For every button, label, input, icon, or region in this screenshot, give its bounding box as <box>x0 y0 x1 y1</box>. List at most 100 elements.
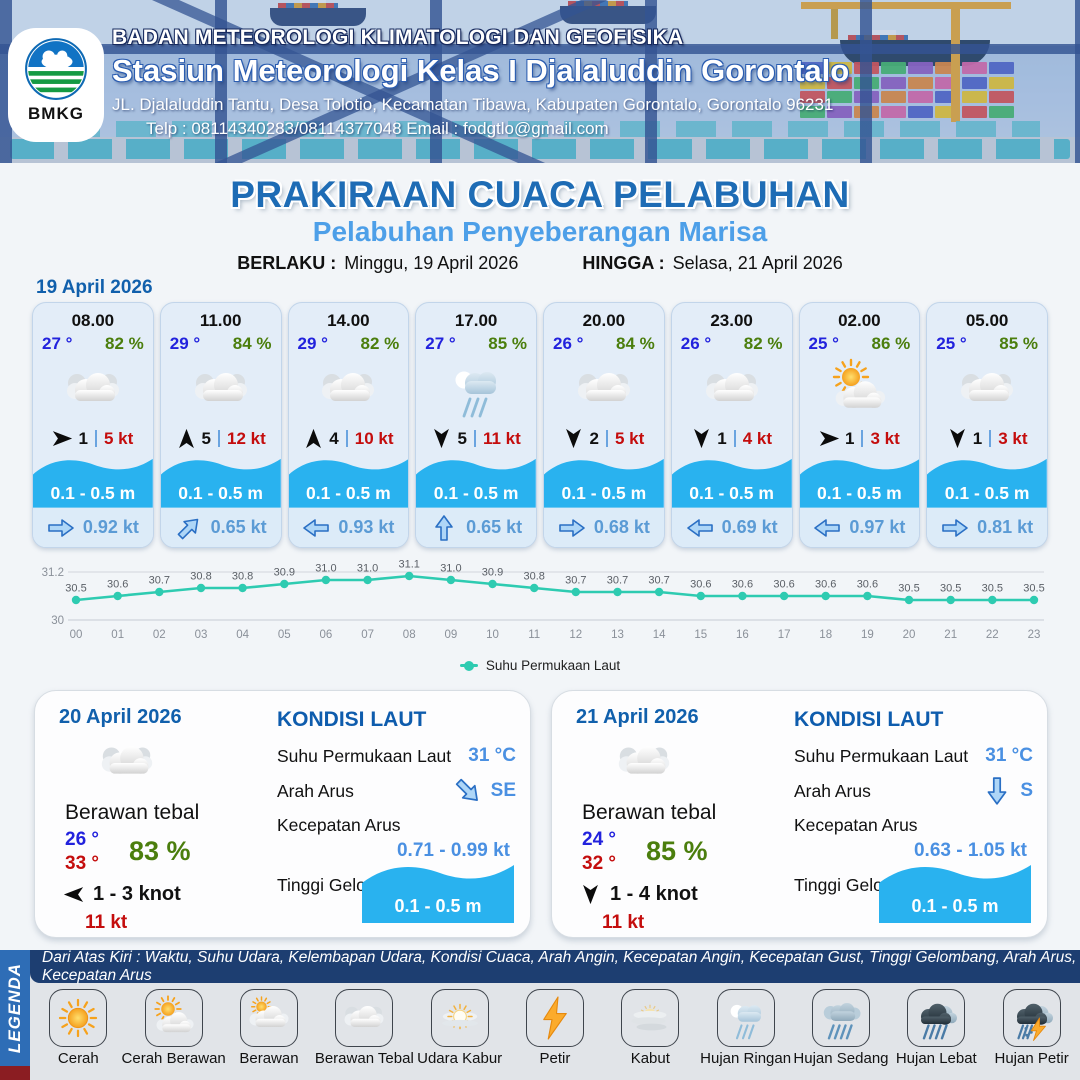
berawan-tebal-icon <box>340 994 388 1042</box>
wave-height: 0.1 - 0.5 m <box>561 483 647 504</box>
wave-height: 0.1 - 0.5 m <box>817 483 902 504</box>
svg-text:18: 18 <box>819 629 832 641</box>
separator <box>733 430 736 448</box>
svg-text:30.5: 30.5 <box>1023 583 1044 595</box>
svg-text:06: 06 <box>320 629 333 641</box>
humidity: 82 % <box>105 334 144 353</box>
hujan-lebat-icon <box>912 994 960 1042</box>
humidity: 82 % <box>360 334 400 353</box>
wave-height: 0.1 - 0.5 m <box>50 483 136 504</box>
svg-text:31.0: 31.0 <box>315 563 336 575</box>
petir-icon <box>531 994 579 1042</box>
validity-row: BERLAKU : Minggu, 19 April 2026 HINGGA : S… <box>0 253 1080 274</box>
weather-icon <box>827 357 891 421</box>
svg-text:30.6: 30.6 <box>690 579 711 591</box>
page-subtitle: Pelabuhan Penyeberangan Marisa <box>312 216 768 247</box>
wave-band: 0.1 - 0.5 m <box>927 453 1047 509</box>
page-title: PRAKIRAAN CUACA PELABUHAN <box>230 174 850 215</box>
air-temperature: 25 ° <box>936 334 967 353</box>
wave-height: 0.1 - 0.5 m <box>433 483 519 504</box>
humidity: 85 % <box>999 334 1038 353</box>
legend-description-band: Dari Atas Kiri : Waktu, Suhu Udara, Kele… <box>30 949 1080 984</box>
blue-overlay <box>0 0 1080 163</box>
current-direction-label: Arah Arus <box>794 780 871 801</box>
separator <box>345 430 348 448</box>
svg-text:30.7: 30.7 <box>565 575 586 587</box>
time-label: 17.00 <box>454 311 498 330</box>
legend-item: Berawan <box>222 989 316 1067</box>
sst-label: Suhu Permukaan Laut <box>794 745 969 766</box>
wave-shape <box>362 865 514 923</box>
separator <box>94 430 97 448</box>
current-speed: 0.93 kt <box>338 517 395 537</box>
forecast-date-label: 19 April 2026 <box>36 277 153 298</box>
wind-direction-icon <box>563 428 584 449</box>
wave-band: 0.1 - 0.5 m <box>288 453 409 509</box>
air-temperature: 29 ° <box>169 334 201 353</box>
wave-height: 0.1 - 0.5 m <box>178 483 263 504</box>
current-speed: 0.68 kt <box>593 517 650 537</box>
wave-shape <box>927 459 1047 509</box>
wave-shape <box>160 459 281 509</box>
hourly-card: 02.00 25 ° 86 % 1 3 kt 0.1 - 0.5 m 0.97 kt <box>798 302 921 548</box>
legend-item: Hujan Lebat <box>889 989 983 1067</box>
legend-item: Petir <box>508 989 602 1067</box>
valid-to-label: HINGGA : <box>582 253 665 273</box>
time-label: 14.00 <box>327 311 370 330</box>
svg-text:19: 19 <box>861 629 874 641</box>
wind-range: 1 - 3 knot <box>93 882 181 905</box>
wave-shape <box>799 459 920 509</box>
wind-direction-icon <box>580 884 601 905</box>
current-direction-value: SE <box>490 780 516 801</box>
agency-name: BADAN METEOROLOGI KLIMATOLOGI DAN GEOFIS… <box>112 26 684 49</box>
weather-icon <box>61 357 125 421</box>
weather-condition: Berawan tebal <box>65 801 200 824</box>
sst-value: 31 °C <box>985 745 1033 766</box>
wind-direction-icon <box>176 428 197 449</box>
gust-speed: 5 kt <box>614 428 645 448</box>
air-temperature: 26 ° <box>553 334 584 353</box>
svg-text:10: 10 <box>486 629 499 641</box>
current-speed: 0.97 kt <box>849 517 906 537</box>
wave-band: 0.1 - 0.5 m <box>671 453 792 509</box>
current-speed: 0.65 kt <box>210 517 267 537</box>
time-label: 05.00 <box>965 311 1009 330</box>
valid-from-value: Minggu, 19 April 2026 <box>344 253 519 273</box>
current-direction-icon <box>686 518 714 538</box>
gust-speed: 10 kt <box>354 428 394 448</box>
air-temperature: 26 ° <box>680 334 712 353</box>
svg-text:22: 22 <box>986 629 999 641</box>
current-speed-label: Kecepatan Arus <box>277 815 401 835</box>
wind-speed: 1 <box>972 428 983 448</box>
current-direction-icon <box>434 514 454 542</box>
humidity: 85 % <box>488 334 527 353</box>
humidity: 84 % <box>616 334 655 353</box>
weather-icon <box>598 731 690 793</box>
current-speed: 0.65 kt <box>466 517 523 537</box>
humidity: 82 % <box>743 334 783 353</box>
current-direction-icon <box>986 776 1008 806</box>
weather-icon <box>444 357 508 421</box>
humidity: 85 % <box>646 836 708 867</box>
daily-card: 20 April 2026 Berawan tebal 26 ° 33 ° 83 … <box>34 690 531 938</box>
hujan-ringan-icon <box>722 994 770 1042</box>
wave-height: 0.1 - 0.5 m <box>306 483 391 504</box>
wind-direction-icon <box>431 428 452 449</box>
valid-from-label: BERLAKU : <box>237 253 337 273</box>
svg-text:20: 20 <box>903 629 916 641</box>
svg-text:17: 17 <box>778 629 791 641</box>
legend-strip-accent <box>0 1066 30 1080</box>
wave-height: 0.1 - 0.5 m <box>689 483 774 504</box>
current-speed-value: 0.71 - 0.99 kt <box>396 840 510 861</box>
wind-speed: 2 <box>589 428 599 448</box>
air-temperature: 27 ° <box>42 334 73 353</box>
separator <box>861 430 864 448</box>
wave-band: 0.1 - 0.5 m <box>799 453 920 509</box>
svg-text:31.2: 31.2 <box>42 567 64 579</box>
svg-text:31.1: 31.1 <box>398 559 419 571</box>
current-direction-icon <box>558 518 586 538</box>
weather-icon <box>700 357 764 421</box>
chart-legend: Suhu Permukaan Laut <box>0 658 1080 673</box>
kabut-icon <box>626 994 674 1042</box>
svg-text:30.5: 30.5 <box>982 583 1003 595</box>
